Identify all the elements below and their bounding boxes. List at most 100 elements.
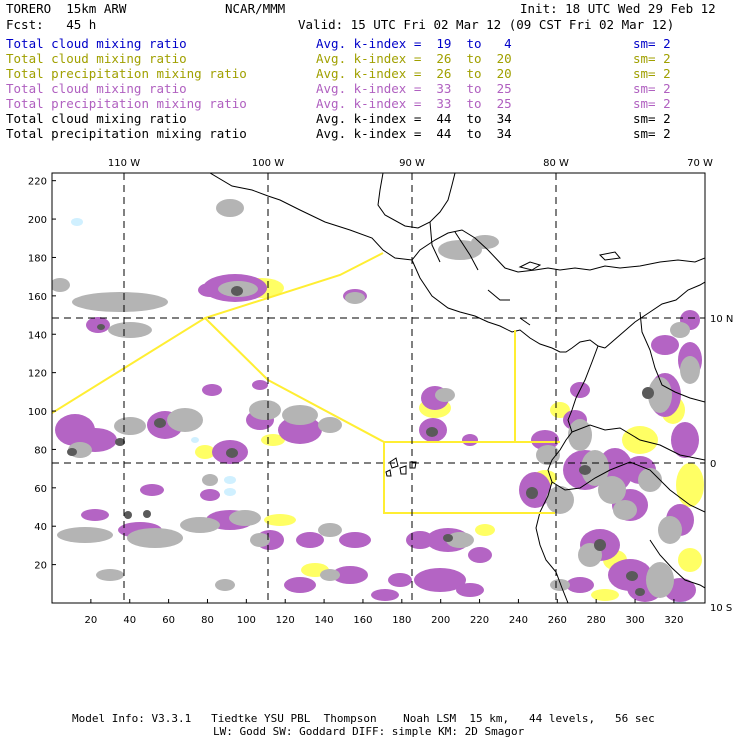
legend-field: Total precipitation mixing ratio xyxy=(6,126,247,141)
gray-field-blob xyxy=(536,445,560,465)
y-tick-label: 140 xyxy=(28,330,47,341)
x-tick-label: 120 xyxy=(276,615,295,626)
purple-field-blob xyxy=(388,573,412,587)
coastline-central-america-pacific xyxy=(411,259,606,353)
dark-field-blob xyxy=(231,286,243,296)
legend-field: Total cloud mixing ratio xyxy=(6,81,187,96)
gray-field-blob xyxy=(180,517,220,533)
x-tick-label: 320 xyxy=(664,615,683,626)
border-colombia-venezuela xyxy=(639,311,705,403)
legend-smoothing: sm= 2 xyxy=(633,96,671,111)
legend-smoothing: sm= 2 xyxy=(633,66,671,81)
x-tick-label: 160 xyxy=(353,615,372,626)
legend-k-index: Avg. k-index = 33 to 25 xyxy=(316,81,512,96)
x-tick-label: 280 xyxy=(587,615,606,626)
purple-field-blob xyxy=(371,589,399,601)
border-colombia-ecuador xyxy=(571,424,705,461)
y-tick-label: 60 xyxy=(34,484,47,495)
dark-field-blob xyxy=(115,438,125,446)
gray-field-blob xyxy=(680,356,700,384)
longitude-label: 110 W xyxy=(108,158,140,169)
gray-field-blob xyxy=(658,516,682,544)
center-name: NCAR/MMM xyxy=(225,1,286,16)
gray-field-blob xyxy=(282,405,318,425)
x-tick-label: 200 xyxy=(431,615,450,626)
legend-k-index: Avg. k-index = 19 to 4 xyxy=(316,36,512,51)
caribbean-island xyxy=(518,251,621,271)
purple-field-blob xyxy=(671,422,699,458)
yellow-field-blob xyxy=(550,402,570,418)
valid-time: Valid: 15 UTC Fri 02 Mar 12 (09 CST Fri … xyxy=(298,17,675,32)
legend-field: Total precipitation mixing ratio xyxy=(6,96,247,111)
y-tick-label: 100 xyxy=(28,407,47,418)
dark-field-blob xyxy=(642,387,654,399)
coastline-south-america-pacific xyxy=(535,345,599,603)
gray-field-blob xyxy=(471,235,499,249)
dark-field-blob xyxy=(143,510,151,518)
longitude-label: 100 W xyxy=(252,158,284,169)
gray-field-blob xyxy=(167,408,203,432)
coastline-mexico-central-america xyxy=(209,173,705,273)
purple-field-blob xyxy=(462,434,478,446)
purple-field-blob xyxy=(651,335,679,355)
blue-field-blob xyxy=(224,488,236,496)
gray-field-blob xyxy=(598,476,626,504)
x-tick-label: 260 xyxy=(548,615,567,626)
purple-field-blob xyxy=(332,566,368,584)
gray-field-blob xyxy=(114,417,146,435)
latitude-label: 10 N xyxy=(710,314,733,325)
purple-field-blob xyxy=(200,489,220,501)
dark-field-blob xyxy=(154,418,166,428)
legend-field: Total precipitation mixing ratio xyxy=(6,66,247,81)
dark-field-blob xyxy=(443,534,453,542)
physics-info: LW: Godd SW: Goddard DIFF: simple KM: 2D… xyxy=(213,725,525,738)
yellow-field-blob xyxy=(261,434,285,446)
purple-field-blob xyxy=(278,416,322,444)
blue-field-blob xyxy=(224,476,236,484)
legend-k-index: Avg. k-index = 26 to 20 xyxy=(316,66,512,81)
gray-field-blob xyxy=(446,532,474,548)
gray-field-blob xyxy=(550,579,570,591)
legend-smoothing: sm= 2 xyxy=(633,126,671,141)
gray-field-blob xyxy=(96,569,124,581)
blue-field-blob xyxy=(191,437,199,443)
legend-smoothing: sm= 2 xyxy=(633,81,671,96)
dark-field-blob xyxy=(635,588,645,596)
gray-field-blob xyxy=(435,388,455,402)
gray-field-blob xyxy=(568,419,592,451)
gray-field-blob xyxy=(646,562,674,598)
gray-field-blob xyxy=(613,500,637,520)
yellow-boundary-north xyxy=(52,252,384,414)
purple-field-blob xyxy=(566,577,594,593)
gray-field-blob xyxy=(72,292,168,312)
x-tick-label: 40 xyxy=(123,615,136,626)
gray-field-blob xyxy=(638,468,662,492)
purple-field-blob xyxy=(414,568,466,592)
galapagos-islands xyxy=(385,457,417,477)
map-frame xyxy=(51,172,706,604)
footer: Model Info: V3.3.1 Tiedtke YSU PBL Thomp… xyxy=(0,708,740,740)
axes: 20 40 60 80 100 120 140 160 180 200 220 240 260 280 30… xyxy=(28,158,733,626)
yellow-field-blob xyxy=(264,514,296,526)
longitude-label: 80 W xyxy=(543,158,569,169)
x-tick-label: 140 xyxy=(315,615,334,626)
y-tick-label: 40 xyxy=(34,522,47,533)
dark-field-blob xyxy=(124,511,132,519)
y-tick-label: 120 xyxy=(28,369,47,380)
dark-field-blob xyxy=(97,324,105,330)
gray-field-blob xyxy=(320,569,340,581)
purple-field-blob xyxy=(406,531,434,549)
x-tick-label: 80 xyxy=(201,615,214,626)
gray-field-blob xyxy=(249,400,281,420)
gray-field-blob xyxy=(345,292,365,304)
y-tick-label: 180 xyxy=(28,253,47,264)
dark-field-blob xyxy=(526,487,538,499)
forecast-map: 20 40 60 80 100 120 140 160 180 200 220 240 260 280 30… xyxy=(28,158,733,626)
gray-field-blob xyxy=(546,486,574,514)
legend-field: Total cloud mixing ratio xyxy=(6,51,187,66)
dark-field-blob xyxy=(226,448,238,458)
gray-field-blob xyxy=(216,199,244,217)
latitude-label: 10 S xyxy=(710,603,732,614)
dark-field-blob xyxy=(67,448,77,456)
coastline-layer xyxy=(209,173,705,603)
